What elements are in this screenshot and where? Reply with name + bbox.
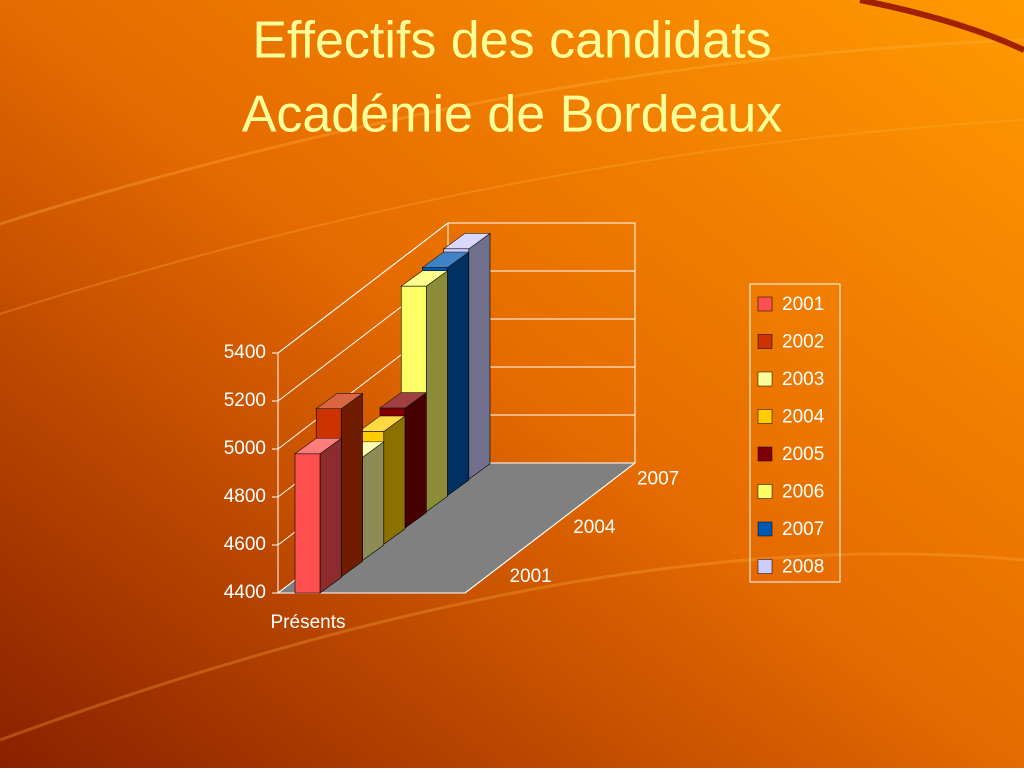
bar-shade <box>358 416 405 432</box>
y-tick-label: 4800 <box>224 486 266 507</box>
legend-label: 2005 <box>782 444 824 465</box>
bar-front <box>294 453 321 594</box>
legend-label: 2001 <box>782 294 824 315</box>
decor-arc <box>859 0 1024 53</box>
chart-title: Académie de Bordeaux <box>242 86 783 144</box>
decor-arc <box>0 119 1024 316</box>
x-tick-label: Présents <box>271 612 346 633</box>
y-tick-label: 5200 <box>224 390 266 411</box>
bar <box>294 437 343 594</box>
decor-arc <box>0 38 1024 226</box>
depth-axis <box>464 462 636 594</box>
decor-arc <box>0 552 1024 742</box>
y-tick-label: 5400 <box>224 342 266 363</box>
y-tick-label: 4400 <box>224 582 266 603</box>
bar-shade <box>383 416 405 545</box>
legend-swatch <box>757 521 773 537</box>
bar-shade <box>362 441 384 561</box>
bar-shade <box>422 252 469 268</box>
bar-shade <box>447 252 469 496</box>
bar-shade <box>316 393 363 409</box>
legend-swatch <box>757 334 773 349</box>
legend-swatch <box>757 296 773 312</box>
y-tick-label: 4600 <box>224 534 266 555</box>
bar-shade <box>405 392 427 528</box>
legend-label: 2003 <box>782 369 824 390</box>
bar-shade <box>320 438 342 593</box>
legend-label: 2008 <box>782 557 824 578</box>
bar-shade <box>295 438 342 454</box>
chart-title: Effectifs des candidats <box>252 12 771 70</box>
bar-shade <box>468 233 490 480</box>
legend-swatch <box>757 371 773 387</box>
bar-shade <box>341 393 363 577</box>
y-tick-label: 5000 <box>224 438 266 459</box>
depth-label: 2001 <box>509 566 551 587</box>
legend-label: 2007 <box>782 519 824 540</box>
legend-swatch <box>757 484 773 499</box>
legend-label: 2006 <box>782 482 824 503</box>
legend-swatch <box>757 559 773 574</box>
depth-label: 2004 <box>573 517 616 538</box>
bar-shade <box>426 270 448 512</box>
depth-label: 2007 <box>637 468 679 489</box>
bar-shade <box>401 270 448 287</box>
legend <box>749 283 841 583</box>
legend-swatch <box>757 409 773 424</box>
grid-line <box>277 222 635 354</box>
bar-shade <box>380 392 427 408</box>
legend-label: 2004 <box>782 407 825 428</box>
legend-label: 2002 <box>782 332 824 353</box>
legend-swatch <box>757 446 773 462</box>
bar-shade <box>443 233 490 249</box>
